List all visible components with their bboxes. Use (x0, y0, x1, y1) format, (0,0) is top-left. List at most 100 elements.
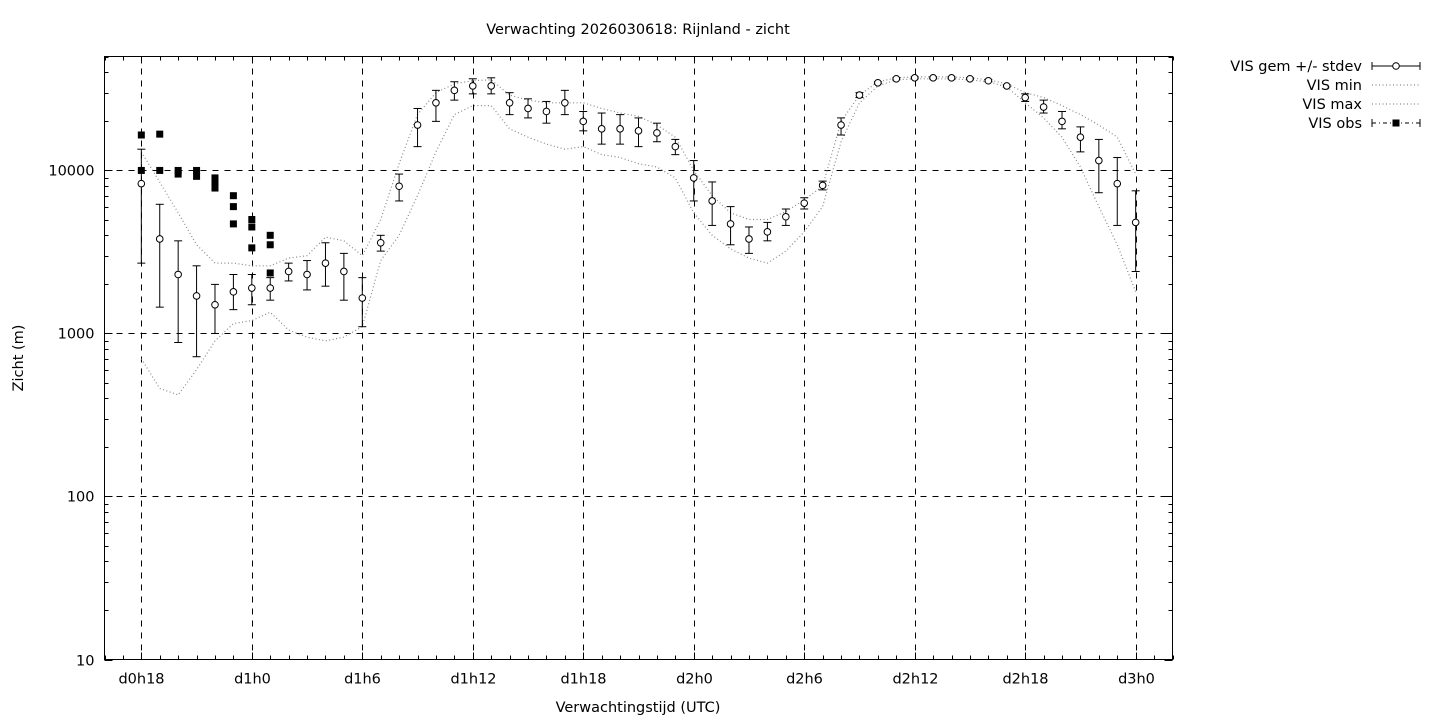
legend-label: VIS obs (1308, 116, 1362, 132)
mean-point (505, 98, 514, 107)
obs-point (156, 166, 164, 174)
mean-point (211, 300, 219, 309)
legend-label: VIS min (1307, 78, 1362, 94)
axis-ticks (104, 56, 1174, 661)
obs-point (137, 131, 145, 139)
mean-point (561, 98, 569, 107)
mean-point (947, 74, 956, 82)
x-tick-label: d2h0 (676, 672, 713, 688)
mean-point (229, 288, 238, 296)
mean-point (855, 91, 864, 99)
mean-point (597, 125, 606, 133)
mean-point (1076, 133, 1085, 141)
mean-point (321, 259, 330, 267)
mean-point (800, 199, 809, 207)
mean-point (874, 78, 882, 87)
x-tick-label: d3h0 (1118, 672, 1155, 688)
mean-point (524, 104, 532, 113)
obs-point (137, 166, 145, 174)
mean-point (542, 107, 551, 116)
mean-point (837, 121, 845, 129)
mean-point (1113, 179, 1122, 188)
x-tick-labels: d0h18 d1h0 d1h6 d1h12 d1h18 d2h0 d2h6 d2h12 d2h1… (118, 672, 1154, 688)
mean-point (1021, 93, 1029, 102)
obs-point (174, 170, 182, 178)
legend-label: VIS max (1302, 97, 1362, 113)
mean-point (1002, 82, 1011, 90)
obs-point (248, 223, 256, 231)
obs-point (229, 192, 237, 200)
mean-point (1058, 117, 1066, 126)
mean-point (782, 212, 790, 221)
legend: VIS gem +/- stdev VIS min VIS max VIS obs (1230, 59, 1421, 132)
x-tick-label: d0h18 (118, 672, 164, 688)
mean-point (303, 270, 311, 279)
mean-point (616, 125, 624, 133)
mean-point (689, 174, 698, 182)
y-axis-label: Zicht (m) (11, 325, 27, 392)
series-vis-max-line (140, 76, 1137, 267)
x-tick-label: d2h18 (1002, 672, 1048, 688)
plot-area (137, 74, 1140, 396)
obs-point (211, 184, 219, 192)
mean-point (413, 121, 422, 129)
mean-point (892, 74, 901, 83)
mean-point (726, 220, 735, 228)
x-tick-label: d2h12 (892, 672, 938, 688)
x-tick-label: d1h18 (560, 672, 606, 688)
chart-title: Verwachting 2026030618: Rijnland - zicht (486, 22, 790, 38)
x-tick-label: d1h12 (450, 672, 496, 688)
y-tick-label: 100 (67, 490, 95, 506)
mean-point (653, 129, 661, 137)
obs-point (266, 269, 274, 277)
grid (104, 56, 1173, 660)
y-tick-labels: 10 100 1000 10000 (48, 164, 94, 670)
y-tick-label: 1000 (58, 327, 95, 343)
mean-point (192, 292, 201, 300)
x-tick-label: d1h6 (344, 672, 381, 688)
mean-point (966, 74, 974, 83)
obs-point (193, 172, 201, 180)
y-tick-label: 10000 (48, 164, 94, 180)
mean-point (708, 197, 716, 205)
mean-point (984, 76, 993, 85)
mean-point (376, 238, 385, 247)
mean-point (929, 74, 937, 82)
x-tick-label: d1h0 (234, 672, 271, 688)
mean-point (468, 82, 477, 90)
obs-point (174, 166, 182, 174)
mean-point (634, 127, 643, 135)
mean-point (487, 82, 495, 90)
y-tick-label: 10 (76, 654, 94, 670)
mean-point (818, 181, 827, 190)
mean-point (671, 142, 680, 151)
obs-point (229, 220, 237, 228)
mean-point (284, 267, 293, 276)
mean-point (266, 284, 275, 292)
mean-point (340, 267, 348, 276)
mean-point (432, 98, 440, 107)
plot-frame (104, 56, 1173, 660)
obs-point (248, 244, 256, 252)
obs-point (193, 166, 201, 174)
mean-point (358, 294, 367, 302)
mean-point (579, 117, 588, 126)
obs-point (266, 241, 274, 249)
obs-point (229, 203, 237, 211)
obs-point (248, 216, 256, 224)
obs-point (266, 231, 274, 239)
mean-point (910, 74, 919, 82)
mean-point (137, 179, 146, 188)
mean-point (395, 182, 403, 191)
x-tick-label: d2h6 (786, 672, 823, 688)
obs-point (211, 174, 219, 182)
mean-point (155, 235, 164, 243)
mean-point (174, 270, 182, 279)
legend-label: VIS gem +/- stdev (1230, 59, 1362, 75)
mean-point (763, 228, 772, 236)
obs-point (156, 130, 164, 138)
mean-point (248, 284, 256, 292)
mean-point (1039, 103, 1048, 111)
x-axis-label: Verwachtingstijd (UTC) (556, 700, 721, 716)
